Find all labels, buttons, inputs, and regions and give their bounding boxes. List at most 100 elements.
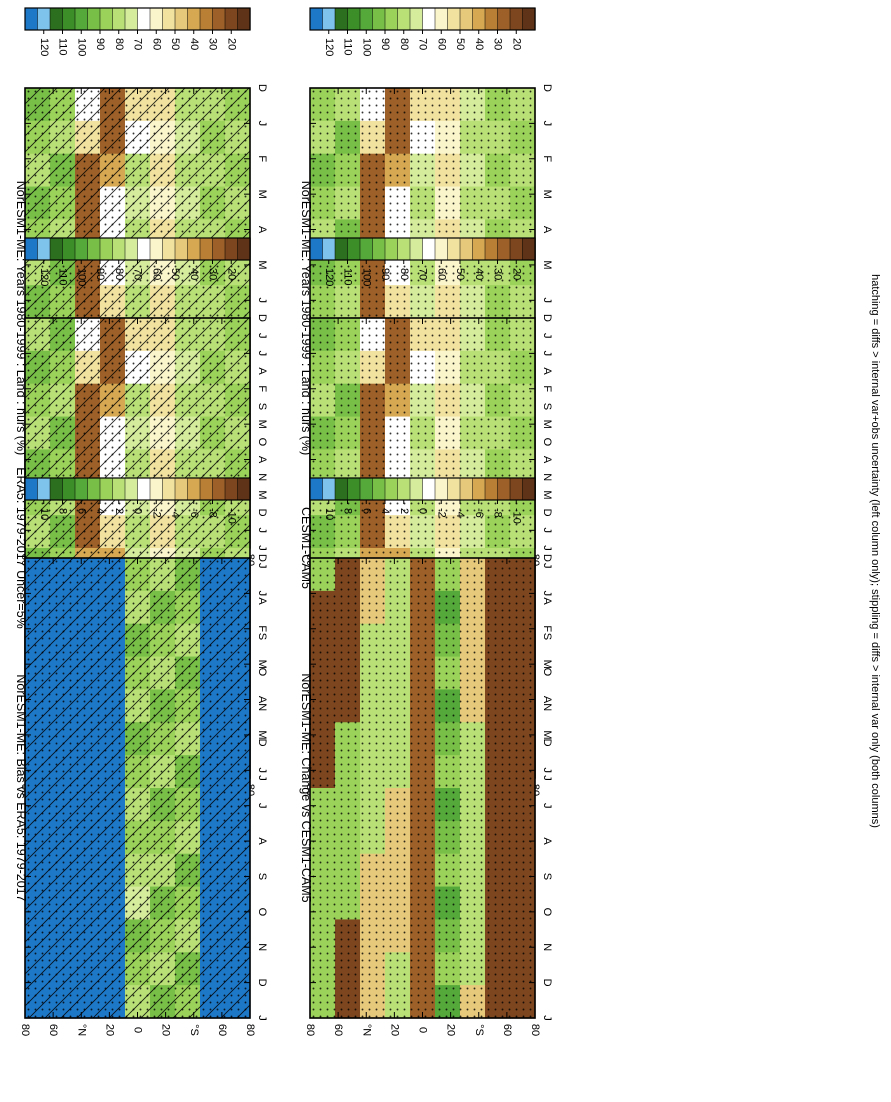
colorbar-tick-label: 2 bbox=[398, 508, 410, 514]
colorbar-swatch bbox=[37, 237, 51, 261]
x-tick-label: N bbox=[541, 473, 553, 481]
colorbar-swatch bbox=[24, 477, 39, 501]
x-tick-label: A bbox=[256, 597, 268, 605]
x-tick-label: M bbox=[256, 660, 268, 669]
x-tick-label: A bbox=[541, 456, 553, 464]
colorbar-swatch bbox=[199, 237, 214, 261]
colorbar-swatch bbox=[24, 7, 39, 31]
colorbar-swatch bbox=[87, 7, 101, 31]
colorbar-tick-label: 10 bbox=[323, 508, 335, 520]
colorbar-swatch bbox=[224, 7, 239, 31]
colorbar-tick-label: -6 bbox=[188, 508, 200, 518]
colorbar-swatch bbox=[149, 477, 164, 501]
colorbar-swatch bbox=[422, 7, 436, 31]
colorbar-swatch bbox=[99, 237, 114, 261]
colorbar-tick-label: 60 bbox=[435, 38, 447, 50]
colorbar-tick-label: 110 bbox=[342, 268, 354, 286]
colorbar: 120 110 100 90 80 70 60 50 40 30 20 bbox=[309, 7, 536, 56]
colorbar-swatch bbox=[174, 7, 189, 31]
panels: DJFMAMJJASONDJ8060°N20020°S6080NorESM1-M… bbox=[14, 7, 553, 1036]
colorbar-swatch bbox=[199, 477, 214, 501]
colorbar-tick-label: -4 bbox=[454, 508, 466, 518]
colorbar-tick-label: 120 bbox=[38, 38, 50, 56]
stippling-overlay bbox=[310, 558, 535, 1018]
colorbar-tick-label: 90 bbox=[379, 268, 391, 280]
x-tick-label: S bbox=[541, 633, 553, 640]
colorbar-swatch bbox=[112, 7, 126, 31]
colorbar-tick-label: 40 bbox=[473, 38, 485, 50]
colorbar-swatch bbox=[347, 237, 361, 261]
colorbar-tick-label: 6 bbox=[360, 508, 372, 514]
x-tick-label: N bbox=[256, 703, 268, 711]
colorbar-tick-label: 4 bbox=[94, 508, 106, 514]
x-tick-label: D bbox=[256, 509, 268, 517]
colorbar-swatch bbox=[484, 237, 499, 261]
y-tick-label: 60 bbox=[501, 1024, 513, 1036]
y-tick-label: °S bbox=[473, 1024, 485, 1036]
panel-title: NorESM1-ME: Change vs CESM1-CAM5 bbox=[299, 673, 313, 902]
colorbar-tick-label: 80 bbox=[398, 38, 410, 50]
y-tick-label: 80 bbox=[529, 1024, 541, 1036]
y-tick-label: 80 bbox=[244, 1024, 256, 1036]
y-tick-label: 60 bbox=[47, 1024, 59, 1036]
colorbar-tick-label: 90 bbox=[94, 38, 106, 50]
colorbar: 10 8 6 4 2 0 -2 -4 -6 -8 -10 bbox=[24, 477, 251, 524]
x-tick-label: A bbox=[256, 837, 268, 845]
colorbar-tick-label: 50 bbox=[169, 38, 181, 50]
colorbar-swatch bbox=[309, 7, 324, 31]
colorbar-swatch bbox=[237, 237, 251, 261]
y-tick-label: 80 bbox=[19, 1024, 31, 1036]
colorbar-swatch bbox=[87, 477, 101, 501]
colorbar-swatch bbox=[149, 7, 164, 31]
colorbar-tick-label: 90 bbox=[379, 38, 391, 50]
colorbar-swatch bbox=[334, 477, 349, 501]
x-tick-label: J bbox=[256, 298, 268, 304]
colorbar-tick-label: 100 bbox=[360, 268, 372, 286]
colorbar-swatch bbox=[522, 237, 536, 261]
colorbar-swatch bbox=[359, 477, 374, 501]
colorbar-swatch bbox=[422, 237, 436, 261]
colorbar-swatch bbox=[74, 237, 89, 261]
x-tick-label: O bbox=[256, 438, 268, 447]
colorbar-swatch bbox=[162, 237, 176, 261]
colorbar-swatch bbox=[49, 7, 64, 31]
colorbar-swatch bbox=[224, 237, 239, 261]
colorbar-swatch bbox=[224, 477, 239, 501]
colorbar-swatch bbox=[509, 237, 524, 261]
stippling-overlay bbox=[25, 558, 250, 1018]
y-tick-label: 20 bbox=[388, 1024, 400, 1036]
x-tick-label: J bbox=[256, 803, 268, 809]
colorbar-swatch bbox=[124, 237, 139, 261]
colorbar-swatch bbox=[447, 237, 461, 261]
colorbar-tick-label: -6 bbox=[473, 508, 485, 518]
colorbar-swatch bbox=[237, 477, 251, 501]
colorbar-swatch bbox=[447, 477, 461, 501]
colorbar-swatch bbox=[212, 237, 226, 261]
colorbar-swatch bbox=[472, 477, 486, 501]
colorbar-tick-label: 6 bbox=[75, 508, 87, 514]
colorbar-swatch bbox=[124, 477, 139, 501]
colorbar-tick-label: -4 bbox=[169, 508, 181, 518]
colorbar-swatch bbox=[459, 237, 474, 261]
x-tick-label: J bbox=[541, 803, 553, 809]
colorbar-swatch bbox=[137, 237, 151, 261]
colorbar-swatch bbox=[112, 237, 126, 261]
colorbar-swatch bbox=[434, 7, 449, 31]
x-tick-label: J bbox=[541, 775, 553, 781]
colorbar-tick-label: 10 bbox=[38, 508, 50, 520]
colorbar-swatch bbox=[372, 7, 386, 31]
x-tick-label: J bbox=[541, 351, 553, 357]
x-tick-label: A bbox=[256, 456, 268, 464]
colorbar-tick-label: -10 bbox=[510, 508, 522, 524]
colorbar-swatch bbox=[162, 477, 176, 501]
x-tick-label: J bbox=[256, 333, 268, 339]
colorbar-tick-label: 100 bbox=[75, 38, 87, 56]
x-tick-label: D bbox=[256, 314, 268, 322]
x-tick-label: S bbox=[256, 633, 268, 640]
colorbar-tick-label: 100 bbox=[360, 38, 372, 56]
colorbar-tick-label: 50 bbox=[169, 268, 181, 280]
colorbar-tick-label: 120 bbox=[323, 268, 335, 286]
x-tick-label: J bbox=[256, 351, 268, 357]
